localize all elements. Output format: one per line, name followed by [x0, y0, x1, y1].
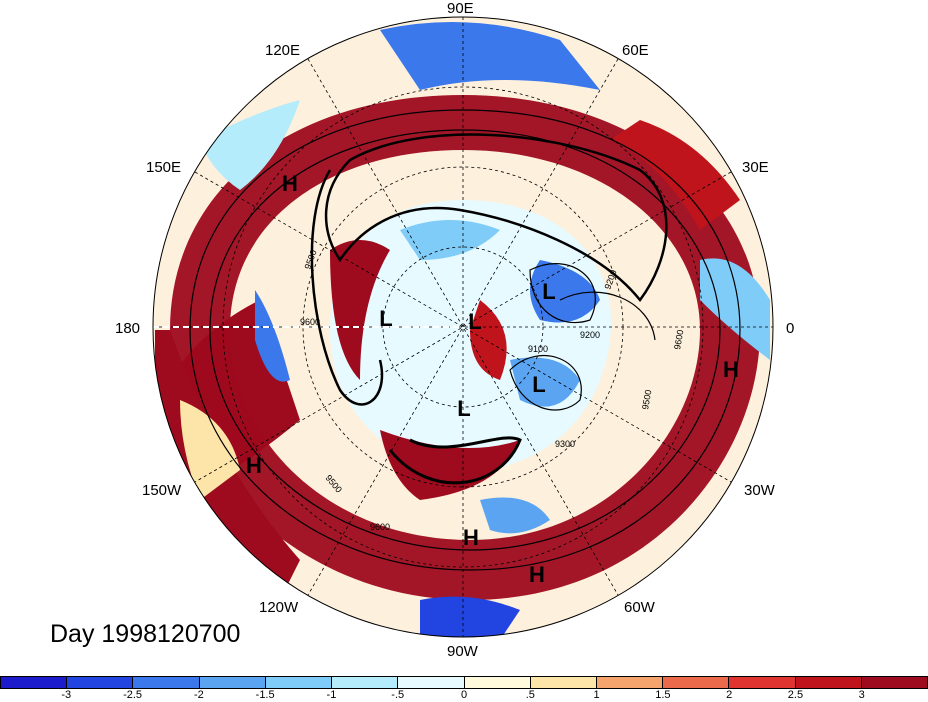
height-contours [189, 109, 741, 571]
colorbar-tick-label: 1.5 [655, 689, 671, 701]
lon-label-0: 0 [786, 320, 795, 337]
lon-label-60w: 60W [624, 599, 655, 616]
colorbar-tick-label: 1 [593, 689, 600, 701]
contour-label: 9200 [580, 330, 600, 340]
colorbar-swatch [861, 677, 928, 688]
lon-label-30w: 30W [744, 482, 775, 499]
colorbar [0, 676, 928, 689]
colorbar-tick-label: .5 [525, 689, 535, 701]
lon-label-120w: 120W [259, 599, 299, 616]
low-pressure-center: L [532, 372, 545, 397]
lon-label-180: 180 [115, 320, 141, 337]
colorbar-tick-label: -1.5 [255, 689, 275, 701]
colorbar-swatch [398, 677, 465, 688]
low-pressure-center: L [468, 309, 481, 334]
lon-label-60e: 60E [622, 42, 649, 59]
colorbar-swatch [67, 677, 134, 688]
high-pressure-center: H [529, 562, 545, 587]
contour-label: 9600 [300, 317, 320, 327]
contour-label: 9500 [640, 389, 653, 410]
colorbar-tick-label: 3 [858, 689, 865, 701]
lon-label-90e: 90E [447, 0, 474, 17]
high-pressure-center: H [463, 525, 479, 550]
map-boundary [152, 16, 774, 638]
colorbar-swatch [596, 677, 664, 688]
map-title: Day 1998120700 [50, 620, 241, 648]
colorbar-tick-label: 2.5 [787, 689, 804, 701]
colorbar-swatch [133, 677, 200, 688]
low-pressure-center: L [542, 279, 555, 304]
colorbar-tick-label: -3 [61, 689, 72, 701]
high-pressure-center: H [282, 171, 298, 196]
lon-label-90w: 90W [447, 643, 478, 660]
colorbar-swatch [464, 677, 531, 688]
colorbar-tick-label: -.5 [391, 689, 405, 701]
colorbar-swatch [1, 677, 68, 688]
colorbar-swatch [265, 677, 333, 688]
colorbar-tick-label: 0 [460, 689, 468, 701]
colorbar-swatch [663, 677, 730, 688]
colorbar-tick-label: -2.5 [123, 689, 143, 701]
colorbar-swatch [332, 677, 399, 688]
colorbar-swatch [729, 677, 796, 688]
low-pressure-center: L [457, 396, 470, 421]
lon-label-150w: 150W [142, 482, 182, 499]
lon-label-150e: 150E [146, 159, 182, 176]
high-pressure-center: H [246, 453, 262, 478]
colorbar-tick-label: -1 [326, 689, 337, 701]
lon-label-30e: 30E [742, 159, 769, 176]
low-pressure-center: L [379, 306, 392, 331]
colorbar-swatch [199, 677, 266, 688]
lon-label-120e: 120E [265, 42, 301, 59]
contour-label: 9600 [370, 522, 390, 532]
colorbar-tick-label: 2 [726, 689, 733, 701]
contour-label: 9300 [555, 439, 575, 449]
high-pressure-center: H [723, 357, 739, 382]
colorbar-swatch [795, 677, 862, 688]
colorbar-tick-label: -2 [193, 689, 204, 701]
colorbar-swatch [530, 677, 597, 688]
graticule [153, 17, 773, 637]
contour-label: 9600 [672, 329, 685, 350]
contour-label: 9100 [528, 344, 548, 354]
